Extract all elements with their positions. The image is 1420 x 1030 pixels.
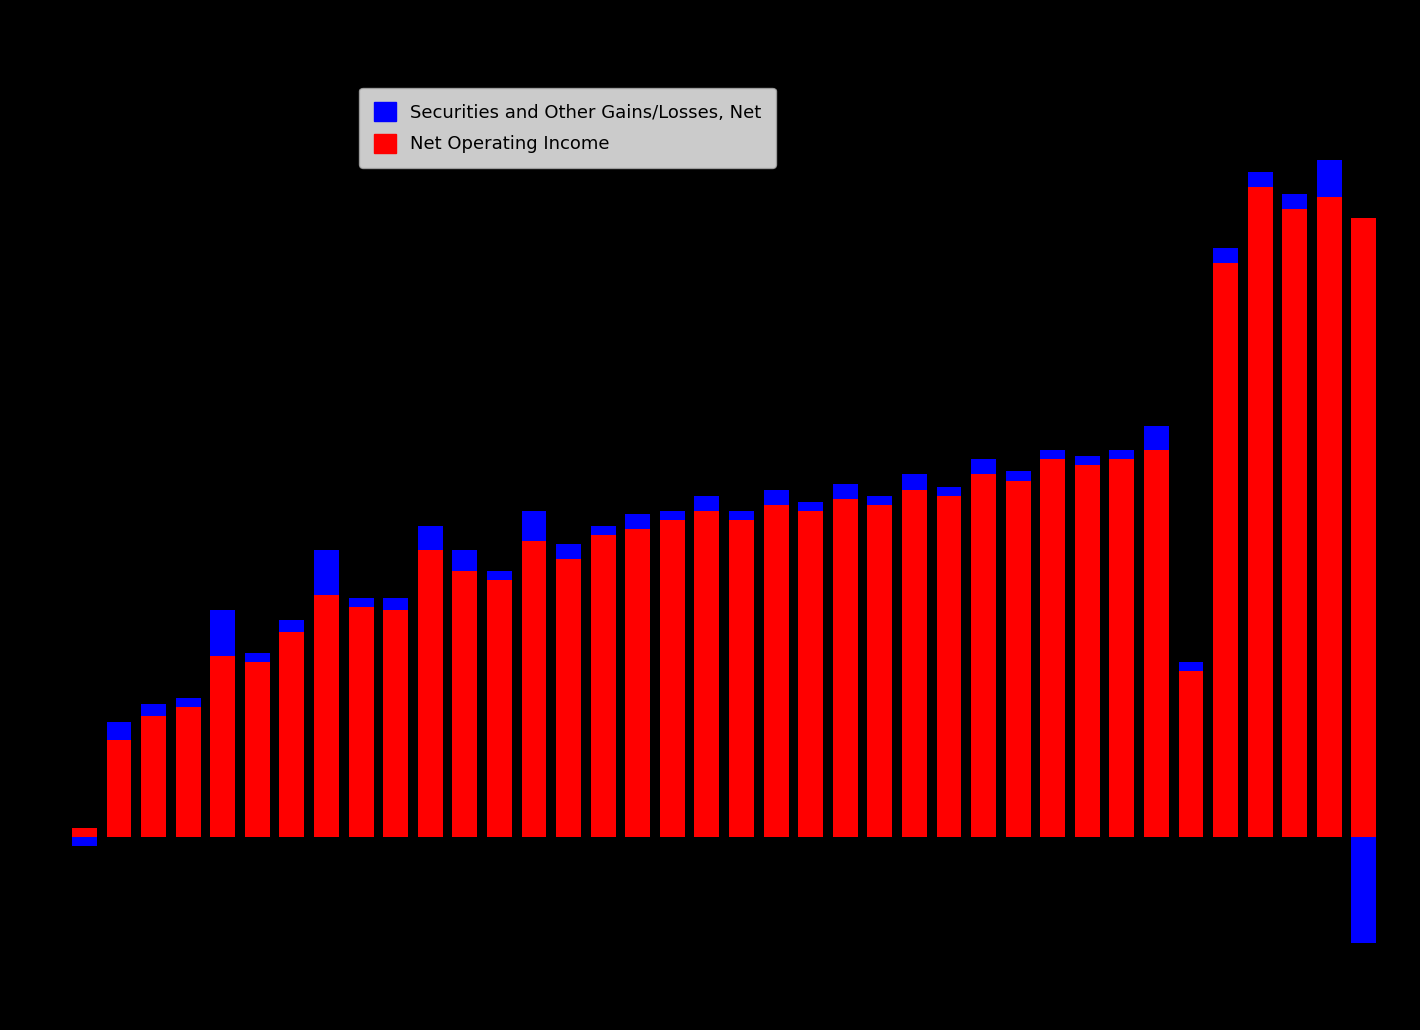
Bar: [210, 611, 236, 656]
Bar: [176, 708, 200, 837]
Bar: [902, 475, 927, 489]
Bar: [383, 611, 408, 837]
Bar: [798, 511, 824, 837]
Bar: [1213, 263, 1238, 837]
Bar: [72, 837, 97, 846]
Bar: [798, 502, 824, 511]
Bar: [106, 741, 132, 837]
Bar: [1282, 194, 1308, 209]
Bar: [1316, 197, 1342, 837]
Bar: [1248, 172, 1272, 187]
Bar: [1109, 459, 1135, 837]
Bar: [1145, 450, 1169, 837]
Bar: [832, 499, 858, 837]
Bar: [728, 520, 754, 837]
Bar: [1179, 671, 1204, 837]
Bar: [1145, 426, 1169, 450]
Bar: [487, 572, 511, 580]
Bar: [349, 598, 373, 608]
Bar: [868, 505, 892, 837]
Bar: [487, 580, 511, 837]
Bar: [971, 459, 995, 475]
Bar: [1248, 187, 1272, 837]
Legend: Securities and Other Gains/Losses, Net, Net Operating Income: Securities and Other Gains/Losses, Net, …: [359, 88, 775, 168]
Bar: [383, 598, 408, 611]
Bar: [1179, 662, 1204, 671]
Bar: [902, 489, 927, 837]
Bar: [280, 631, 304, 837]
Bar: [521, 541, 547, 837]
Bar: [106, 722, 132, 741]
Bar: [72, 828, 97, 837]
Bar: [694, 511, 720, 837]
Bar: [280, 619, 304, 631]
Bar: [1213, 248, 1238, 263]
Bar: [625, 528, 650, 837]
Bar: [349, 608, 373, 837]
Bar: [244, 662, 270, 837]
Bar: [557, 544, 581, 559]
Bar: [557, 559, 581, 837]
Bar: [1005, 481, 1031, 837]
Bar: [625, 514, 650, 528]
Bar: [1075, 456, 1099, 466]
Bar: [521, 511, 547, 541]
Bar: [832, 483, 858, 499]
Bar: [141, 716, 166, 837]
Bar: [591, 535, 616, 837]
Bar: [764, 505, 788, 837]
Bar: [1041, 450, 1065, 459]
Bar: [1316, 161, 1342, 197]
Bar: [660, 520, 684, 837]
Bar: [314, 550, 339, 595]
Bar: [141, 705, 166, 716]
Bar: [417, 526, 443, 550]
Bar: [1109, 450, 1135, 459]
Bar: [694, 495, 720, 511]
Bar: [314, 595, 339, 837]
Bar: [937, 486, 961, 495]
Bar: [937, 495, 961, 837]
Bar: [1005, 472, 1031, 481]
Bar: [1282, 209, 1308, 837]
Bar: [1352, 217, 1376, 837]
Bar: [453, 550, 477, 572]
Bar: [453, 572, 477, 837]
Bar: [417, 550, 443, 837]
Bar: [591, 526, 616, 535]
Bar: [176, 698, 200, 708]
Bar: [244, 653, 270, 662]
Bar: [1075, 466, 1099, 837]
Bar: [764, 489, 788, 505]
Bar: [728, 511, 754, 520]
Bar: [868, 495, 892, 505]
Bar: [971, 475, 995, 837]
Bar: [210, 656, 236, 837]
Bar: [660, 511, 684, 520]
Bar: [1041, 459, 1065, 837]
Bar: [1352, 837, 1376, 942]
